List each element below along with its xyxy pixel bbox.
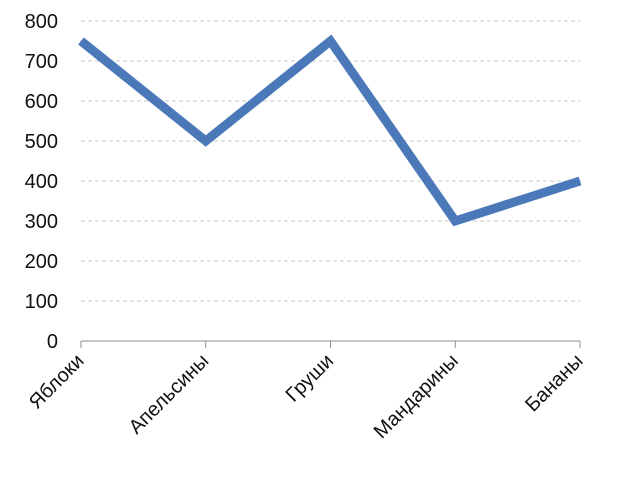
y-tick-label-400: 400 (25, 171, 58, 193)
x-tick-label-2: Груши (282, 350, 338, 406)
data-point-0-1 (205, 140, 207, 142)
y-axis-tick-labels: 0 100 200 300 400 500 600 700 800 (25, 11, 58, 353)
series-layer (78, 34, 582, 227)
x-tick-label-1: Апельсины (125, 350, 214, 439)
y-tick-label-200: 200 (25, 251, 58, 273)
data-point-0-3 (454, 220, 456, 222)
y-tick-label-700: 700 (25, 51, 58, 73)
y-tick-label-100: 100 (25, 291, 58, 313)
y-tick-label-300: 300 (25, 211, 58, 233)
y-tick-label-0: 0 (47, 331, 58, 353)
x-axis-tick-labels: Яблоки Апельсины Груши Мандарины Бананы (25, 350, 588, 443)
series-line-0 (78, 34, 582, 227)
x-tick-label-3: Мандарины (370, 350, 463, 443)
y-tick-label-500: 500 (25, 131, 58, 153)
data-point-0-4 (579, 180, 581, 182)
x-tick-label-4: Бананы (521, 350, 587, 416)
data-point-0-2 (330, 40, 331, 42)
y-tick-label-800: 800 (25, 11, 58, 33)
x-tick-label-0: Яблоки (25, 350, 89, 414)
gridlines (81, 20, 580, 302)
x-axis (80, 340, 581, 348)
data-point-0-0 (80, 40, 82, 42)
y-tick-label-600: 600 (25, 91, 58, 113)
